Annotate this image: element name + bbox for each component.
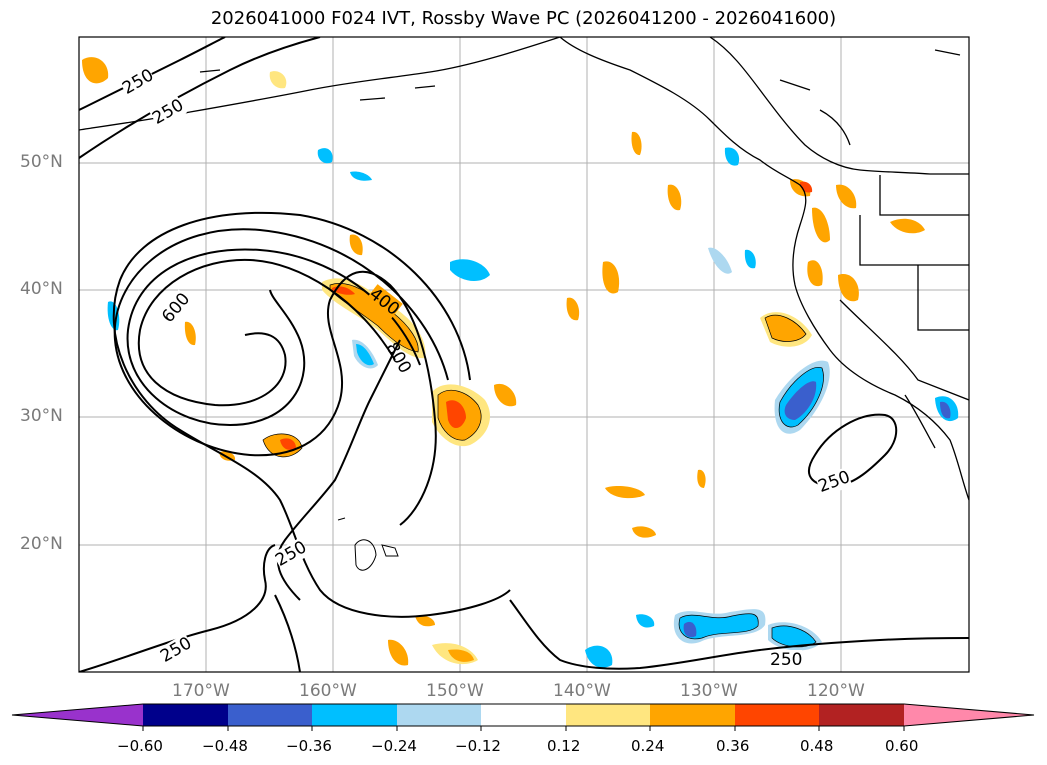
lat-label-40n: 40°N bbox=[20, 279, 63, 299]
lon-label-140w: 140°W bbox=[553, 681, 611, 701]
colorbar-seg-7 bbox=[650, 704, 735, 726]
lon-label-170w: 170°W bbox=[172, 681, 230, 701]
colorbar-label-048: 0.48 bbox=[800, 737, 834, 755]
colorbar-label-m060: −0.60 bbox=[117, 737, 163, 755]
contour-label-250-d: 250 bbox=[157, 633, 196, 667]
colorbar-seg-5 bbox=[481, 704, 566, 726]
colorbar-seg-8 bbox=[735, 704, 819, 726]
map-title: 2026041000 F024 IVT, Rossby Wave PC (202… bbox=[210, 8, 837, 29]
contour-label-400: 400 bbox=[365, 284, 404, 320]
contour-label-250-a: 250 bbox=[119, 65, 158, 99]
colorbar-label-036: 0.36 bbox=[716, 737, 750, 755]
lon-label-150w: 150°W bbox=[426, 681, 484, 701]
map-frame bbox=[78, 36, 970, 673]
lon-label-120w: 120°W bbox=[807, 681, 865, 701]
colorbar-seg-1 bbox=[143, 704, 228, 726]
contour-label-600: 600 bbox=[158, 289, 195, 327]
colorbar-label-m036: −0.36 bbox=[286, 737, 332, 755]
lon-label-160w: 160°W bbox=[299, 681, 357, 701]
colorbar-label-012: 0.12 bbox=[547, 737, 581, 755]
ivt-contours bbox=[79, 37, 969, 672]
lat-label-20n: 20°N bbox=[20, 534, 63, 554]
colorbar-over bbox=[904, 704, 1034, 726]
contour-label-250-b: 250 bbox=[149, 95, 188, 129]
colorbar-seg-2 bbox=[228, 704, 312, 726]
map-plot bbox=[79, 37, 969, 672]
colorbar-label-m012: −0.12 bbox=[455, 737, 501, 755]
colorbar-seg-3 bbox=[312, 704, 397, 726]
colorbar-seg-4 bbox=[397, 704, 481, 726]
contour-label-250-c: 250 bbox=[272, 537, 311, 571]
hawaii-islands bbox=[337, 517, 399, 571]
contour-label-800: 800 bbox=[381, 338, 416, 378]
colorbar-under bbox=[12, 704, 143, 726]
colorbar bbox=[11, 703, 1035, 731]
anomaly-shading bbox=[82, 57, 959, 668]
lat-label-50n: 50°N bbox=[20, 152, 63, 172]
gridlines bbox=[79, 37, 969, 672]
colorbar-label-m048: −0.48 bbox=[202, 737, 248, 755]
lat-label-30n: 30°N bbox=[20, 406, 63, 426]
colorbar-label-024: 0.24 bbox=[631, 737, 665, 755]
colorbar-seg-9 bbox=[819, 704, 904, 726]
colorbar-label-060: 0.60 bbox=[885, 737, 919, 755]
colorbar-label-m024: −0.24 bbox=[371, 737, 417, 755]
contour-label-250-f: 250 bbox=[770, 650, 803, 670]
lon-label-130w: 130°W bbox=[680, 681, 738, 701]
contour-label-250-e: 250 bbox=[815, 467, 853, 497]
colorbar-seg-6 bbox=[566, 704, 650, 726]
